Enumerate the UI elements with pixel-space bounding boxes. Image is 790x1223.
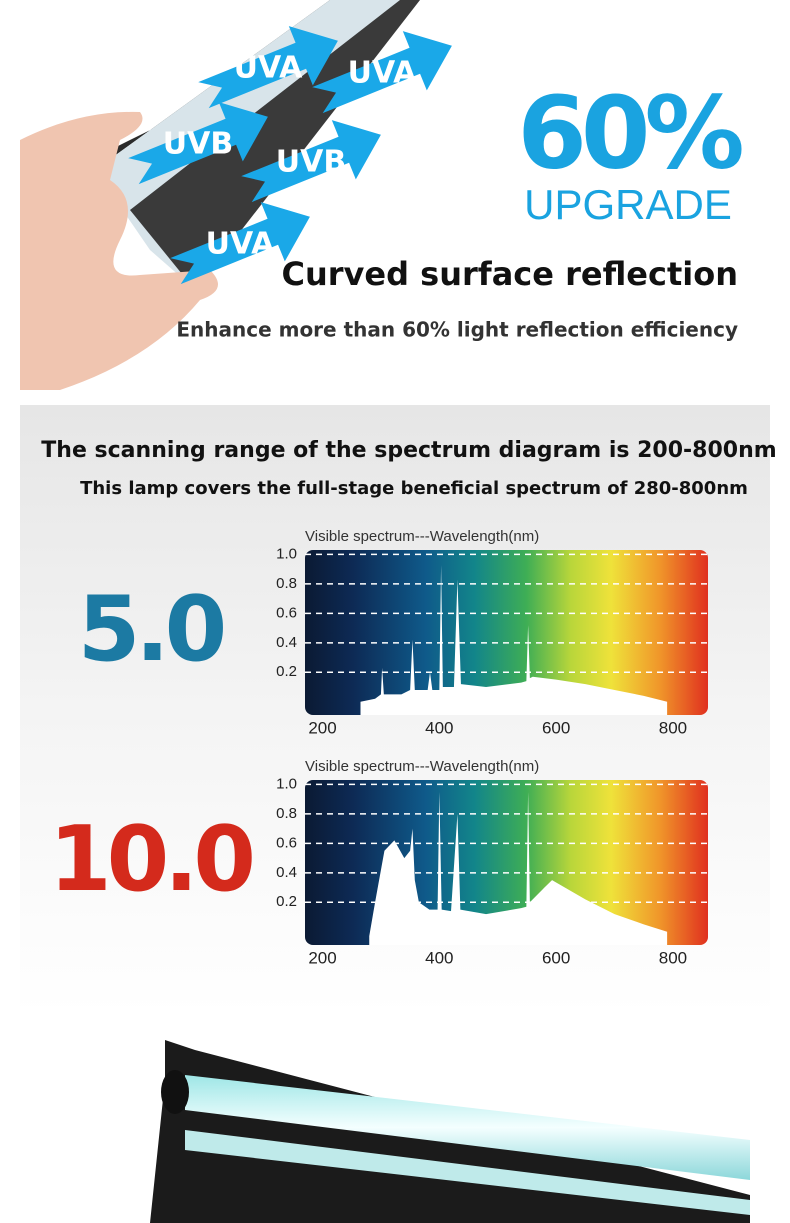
arrow-shape — [198, 26, 338, 109]
y-tick-label: 0.2 — [276, 663, 297, 680]
lamp-cap — [161, 1070, 189, 1114]
arrow-label: UVB — [276, 145, 346, 180]
x-tick-label: 200 — [308, 948, 336, 967]
hand — [20, 111, 218, 390]
uv-arrow: UVA — [170, 202, 310, 285]
chart-title: Visible spectrum---Wavelength(nm) — [305, 528, 539, 545]
arrow-label: UVB — [163, 127, 233, 162]
uv-arrow: UVA — [312, 31, 452, 114]
y-tick-label: 0.6 — [276, 834, 297, 851]
uv-arrow: UVA — [198, 26, 338, 109]
spectrum-area — [360, 564, 668, 715]
x-tick-label: 200 — [308, 718, 336, 737]
percent: 60% — [517, 74, 742, 191]
uv-arrow: UVB — [241, 120, 381, 203]
y-tick-label: 0.2 — [276, 893, 297, 910]
section-heading: The scanning range of the spectrum diagr… — [41, 438, 776, 463]
chart-label: 5.0 — [78, 577, 224, 682]
y-tick-label: 0.8 — [276, 575, 297, 592]
x-tick-label: 800 — [659, 718, 687, 737]
hero-subtitle: Enhance more than 60% light reflection e… — [176, 318, 738, 342]
y-tick-label: 0.6 — [276, 604, 297, 621]
chart-label: 10.0 — [49, 807, 252, 912]
arrow-label: UVA — [206, 227, 276, 262]
arrow-shape — [241, 120, 381, 203]
spectrum-bg — [305, 550, 708, 715]
x-tick-label: 400 — [425, 948, 453, 967]
arrow-label: UVA — [348, 56, 418, 91]
hero-title: Curved surface reflection — [282, 255, 739, 293]
y-tick-label: 0.4 — [276, 864, 297, 881]
y-tick-label: 0.8 — [276, 805, 297, 822]
arrows: UVA UVA UVB UVB UVA — [128, 26, 452, 285]
arrow-label: UVA — [234, 51, 304, 86]
upgrade: UPGRADE — [524, 181, 732, 228]
lamp-tube — [185, 1075, 750, 1180]
x-tick-label: 600 — [542, 718, 570, 737]
spectrum-area — [369, 791, 668, 945]
arrow-shape — [170, 202, 310, 285]
x-tick-label: 600 — [542, 948, 570, 967]
x-tick-label: 800 — [659, 948, 687, 967]
lamp-reflection — [185, 1130, 750, 1215]
uv-arrow: UVB — [128, 102, 268, 185]
lamp-edge — [130, 0, 420, 290]
y-tick-label: 0.4 — [276, 634, 297, 651]
y-tick-label: 1.0 — [276, 545, 297, 562]
chart-title: Visible spectrum---Wavelength(nm) — [305, 758, 539, 775]
spectrum-chart: 10.0 Visible spectrum---Wavelength(nm) 1.0… — [49, 758, 708, 967]
x-tick-label: 400 — [425, 718, 453, 737]
spectrum-chart: 5.0 Visible spectrum---Wavelength(nm) 1.0 0… — [78, 528, 708, 737]
arrow-shape — [312, 31, 452, 114]
section-subheading: This lamp covers the full-stage benefici… — [80, 478, 748, 499]
y-tick-label: 1.0 — [276, 775, 297, 792]
charts: 5.0 Visible spectrum---Wavelength(nm) 1.0 0… — [49, 528, 708, 967]
arrow-shape — [128, 102, 268, 185]
